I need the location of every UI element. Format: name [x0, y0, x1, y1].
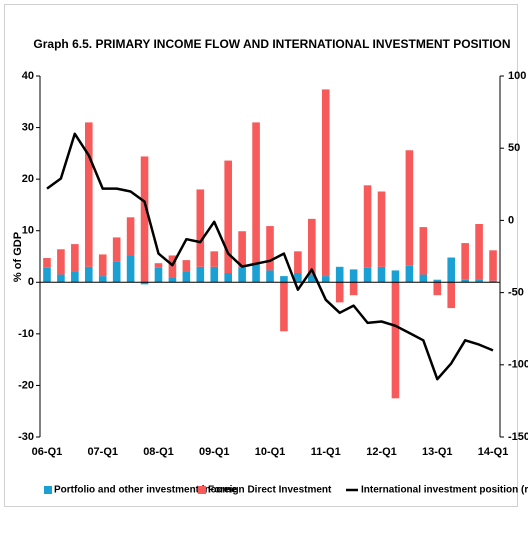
chart-border	[4, 4, 518, 507]
legend-label: Portfolio and other investment income	[54, 485, 237, 496]
bar	[84, 122, 93, 267]
bar	[419, 274, 428, 283]
bar	[266, 270, 274, 283]
x-tick-label: 13-Q1	[422, 446, 453, 458]
bar	[168, 277, 177, 283]
bar	[140, 156, 149, 283]
x-tick-label: 09-Q1	[199, 446, 230, 458]
bar	[57, 249, 65, 275]
y-axis-label: % of GDP	[12, 232, 24, 282]
bar	[280, 282, 288, 332]
bar	[308, 218, 316, 275]
line	[46, 132, 494, 381]
bar	[335, 266, 344, 283]
x-tick-label: 08-Q1	[143, 446, 174, 458]
y2-tick-label: 50	[508, 142, 520, 154]
y2-tick-label: 100	[508, 70, 526, 82]
bar	[363, 185, 372, 268]
y2-tick-label: -150	[508, 431, 528, 443]
bar	[154, 263, 163, 268]
y-tick-label: 10	[22, 225, 34, 237]
y2-tick-label: -100	[508, 359, 528, 371]
legend-swatch	[198, 486, 206, 494]
bar	[308, 274, 316, 283]
bar	[43, 267, 51, 283]
bar	[112, 261, 121, 283]
bar	[391, 270, 400, 283]
legend-label: International investment position (rhs)	[361, 485, 528, 496]
bar	[363, 267, 372, 283]
bar	[419, 227, 428, 275]
bar	[140, 282, 149, 285]
y2-tick-label: -50	[508, 287, 524, 299]
bar	[154, 267, 163, 283]
bar	[349, 269, 358, 283]
bar	[43, 258, 51, 268]
bar	[71, 244, 79, 272]
x-tick-label: 07-Q1	[87, 446, 118, 458]
bar	[475, 224, 483, 280]
bar	[57, 274, 65, 283]
y-tick-label: -10	[18, 328, 34, 340]
y-tick-label: 20	[22, 173, 34, 185]
bar	[126, 255, 135, 283]
bar	[321, 89, 330, 277]
y-tick-label: 40	[22, 70, 34, 82]
bar	[433, 279, 442, 283]
x-tick-label: 11-Q1	[311, 446, 341, 458]
y-tick-label: 30	[22, 121, 34, 133]
bar	[126, 217, 135, 256]
bar	[447, 282, 456, 309]
bar	[447, 257, 456, 283]
bar	[405, 265, 414, 283]
bar	[349, 282, 358, 296]
bar	[489, 280, 497, 283]
bar	[238, 231, 246, 268]
x-tick-label: 10-Q1	[255, 446, 286, 458]
bar	[182, 260, 191, 272]
legend-label: Foreign Direct Investment	[208, 485, 332, 496]
bar	[335, 282, 344, 303]
y-tick-label: 0	[28, 276, 34, 288]
y-tick-label: -20	[18, 379, 34, 391]
bar	[98, 276, 107, 283]
x-tick-label: 12-Q1	[366, 446, 397, 458]
bar	[489, 250, 497, 281]
bar	[405, 150, 414, 266]
bar	[433, 282, 442, 296]
bar	[461, 279, 469, 283]
bar	[98, 254, 107, 277]
bar	[71, 271, 79, 283]
bar	[294, 273, 302, 283]
y2-tick-label: 0	[508, 214, 514, 226]
bar	[266, 226, 274, 271]
bar	[224, 273, 232, 283]
legend-swatch	[44, 486, 52, 494]
bar	[321, 276, 330, 283]
bar	[84, 266, 93, 283]
bar	[224, 160, 232, 274]
bar	[252, 264, 260, 283]
bar	[182, 271, 191, 283]
bar	[377, 191, 386, 267]
bar	[294, 251, 302, 274]
chart-title: Graph 6.5. PRIMARY INCOME FLOW AND INTER…	[33, 37, 510, 51]
bar	[391, 282, 400, 399]
bar	[210, 266, 219, 283]
bar	[461, 243, 469, 280]
bar	[196, 189, 205, 267]
bar	[377, 266, 386, 283]
y-tick-label: -30	[18, 431, 34, 443]
bar	[196, 266, 205, 283]
bar	[252, 122, 260, 265]
x-tick-label: 06-Q1	[32, 446, 63, 458]
bar	[112, 237, 121, 262]
x-tick-label: 14-Q1	[478, 446, 509, 458]
bar	[475, 279, 483, 283]
bar	[238, 267, 246, 283]
bar	[280, 276, 288, 283]
bar	[210, 251, 219, 267]
